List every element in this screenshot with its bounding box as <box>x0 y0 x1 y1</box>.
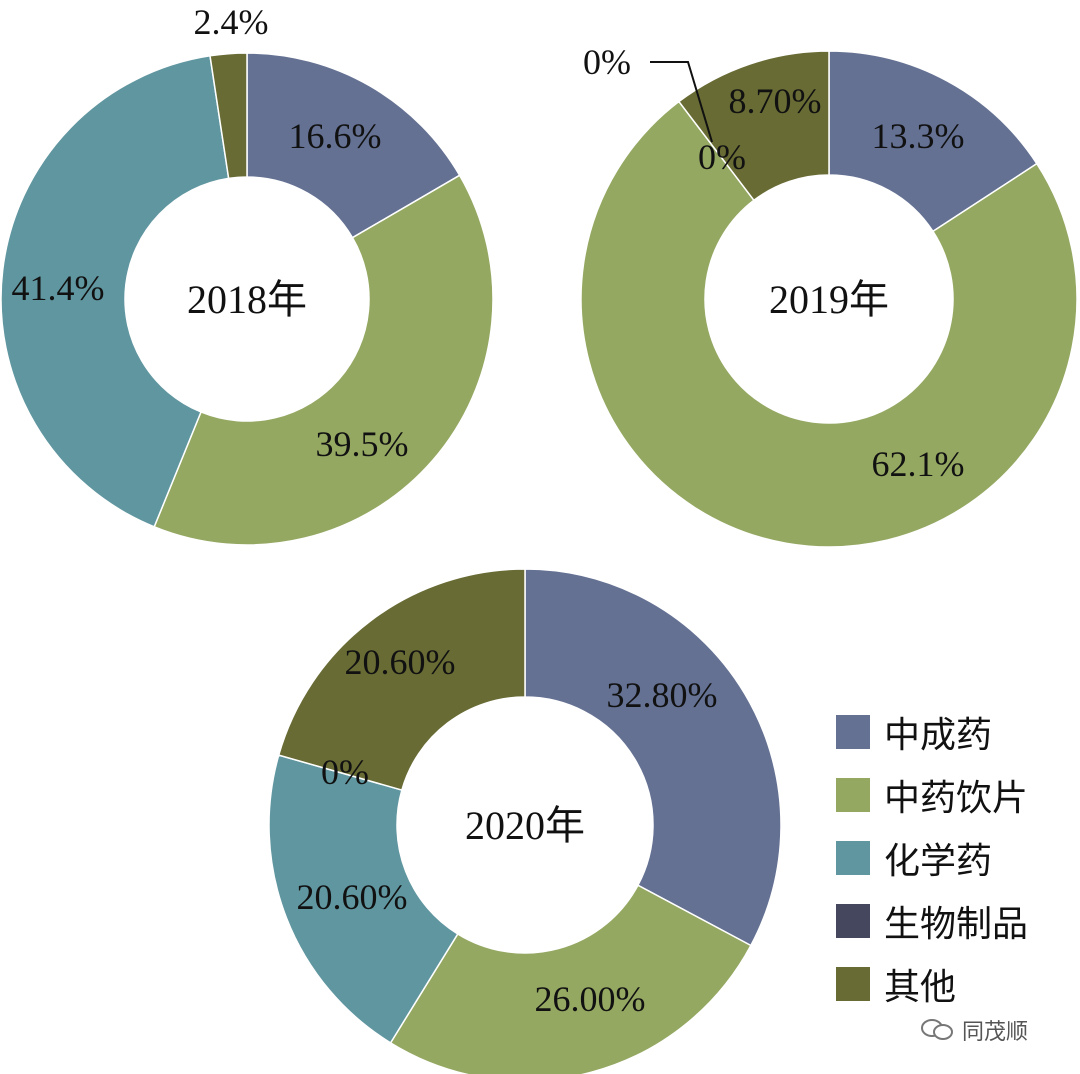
donut-slice <box>677 50 830 202</box>
data-label: 62.1% <box>872 444 965 484</box>
legend-item: 化学药 <box>836 826 1028 889</box>
legend-swatch <box>836 903 870 938</box>
center-label: 2018年 <box>187 277 307 322</box>
wechat-icon <box>921 1019 953 1040</box>
donut-slice <box>268 754 459 1044</box>
legend-swatch <box>836 714 870 749</box>
legend-item: 生物制品 <box>836 889 1028 952</box>
donut-slice <box>524 568 782 947</box>
data-label: 26.00% <box>535 979 646 1019</box>
data-label: 0% <box>698 137 746 177</box>
legend: 中成药 中药饮片 化学药 生物制品 其他 <box>836 700 1028 1015</box>
watermark: 同茂顺 <box>920 1014 1028 1046</box>
legend-swatch <box>836 840 870 875</box>
data-label: 8.70% <box>729 81 822 121</box>
legend-item: 中成药 <box>836 700 1028 763</box>
donut-slice <box>828 50 1038 233</box>
donut-2018: 2018年 16.6% 39.5% 41.4% 2.4% <box>0 2 494 546</box>
legend-label: 中成药 <box>884 714 993 756</box>
center-label: 2020年 <box>465 803 585 848</box>
donut-slice <box>153 174 494 546</box>
donut-slice <box>580 100 1078 548</box>
data-label: 41.4% <box>12 268 105 308</box>
data-label: 16.6% <box>289 116 382 156</box>
legend-swatch <box>836 777 870 812</box>
donut-2019: 2019年 13.3% 62.1% 0% 0% 8.70% <box>580 42 1078 548</box>
donut-slice <box>389 884 752 1074</box>
legend-label: 其他 <box>884 966 957 1008</box>
data-label: 2.4% <box>194 2 269 42</box>
data-label: 20.60% <box>345 642 456 682</box>
legend-item: 其他 <box>836 952 1028 1015</box>
data-label: 0% <box>583 42 631 82</box>
donut-slice <box>246 52 461 239</box>
donut-slice <box>277 568 526 791</box>
data-label: 13.3% <box>872 116 965 156</box>
donut-slice <box>0 54 230 528</box>
data-label: 39.5% <box>316 424 409 464</box>
leader-line <box>650 61 713 143</box>
legend-label: 生物制品 <box>884 903 1029 945</box>
donut-slice <box>209 52 248 180</box>
center-label: 2019年 <box>769 277 889 322</box>
legend-label: 中药饮片 <box>884 777 1029 819</box>
data-label: 32.80% <box>607 675 718 715</box>
legend-item: 中药饮片 <box>836 763 1028 826</box>
legend-swatch <box>836 966 870 1001</box>
watermark-text: 同茂顺 <box>962 1020 1029 1045</box>
data-label: 20.60% <box>297 877 408 917</box>
data-label: 0% <box>321 752 369 792</box>
legend-label: 化学药 <box>884 840 993 882</box>
donut-2020: 2020年 32.80% 26.00% 20.60% 0% 20.60% <box>268 568 782 1074</box>
